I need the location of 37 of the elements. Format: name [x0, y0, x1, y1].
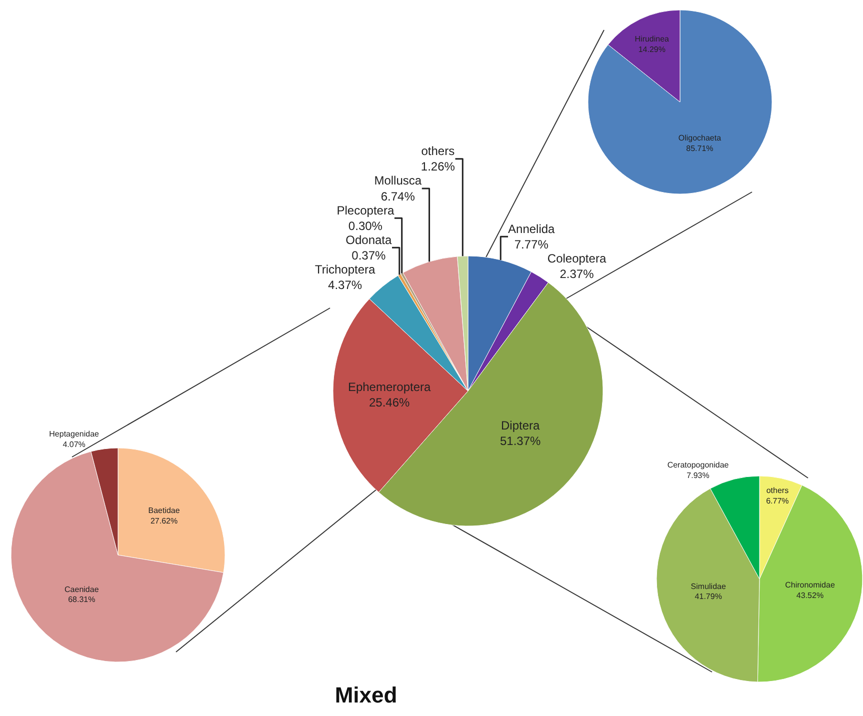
slice-label: Ephemeroptera — [348, 380, 431, 394]
slice-label: Chironomidae — [785, 580, 836, 590]
slice-label: Coleoptera — [547, 251, 606, 266]
slice-label: Heptagenidae — [49, 430, 100, 439]
slice-label: Simulidae — [690, 582, 726, 591]
text: Mixed — [334, 682, 398, 708]
data-label: 27.62% — [150, 516, 178, 526]
data-label: 43.52% — [796, 591, 824, 600]
data-label: 4.37% — [328, 278, 362, 292]
data-label: 4.07% — [62, 440, 86, 450]
data-label: 7.93% — [686, 470, 710, 480]
data-label: 51.37% — [500, 434, 542, 448]
data-label: 25.46% — [368, 396, 410, 410]
data-label: 85.71% — [686, 144, 714, 154]
data-label: 0.37% — [352, 248, 386, 262]
data-label: 6.77% — [766, 496, 789, 506]
slice-label: Odonata — [346, 232, 392, 247]
slice-label: Oligochaeta — [678, 134, 722, 143]
slice-label: Trichoptera — [314, 262, 376, 276]
slice-label: Diptera — [500, 418, 540, 433]
data-label: 0.30% — [348, 218, 383, 233]
data-label: 2.37% — [560, 267, 594, 282]
data-label: 14.29% — [638, 44, 666, 54]
slice-label: Baetidae — [148, 506, 180, 516]
slice-label: Hirudinea — [634, 34, 670, 44]
data-label: 7.77% — [514, 237, 549, 252]
slice-label: Mollusca — [374, 174, 422, 188]
slice-label: Plecoptera — [336, 203, 394, 218]
slice-label: others — [766, 486, 789, 496]
data-label: 6.74% — [380, 189, 416, 204]
slice-label: others — [421, 144, 455, 158]
slice-label: Annelida — [508, 222, 556, 236]
data-label: 68.31% — [68, 595, 96, 604]
slice-label: Caenidae — [64, 584, 100, 594]
slice-label: Ceratopogonidae — [667, 460, 730, 470]
data-label: 41.79% — [694, 592, 722, 602]
data-label: 1.26% — [420, 160, 456, 174]
